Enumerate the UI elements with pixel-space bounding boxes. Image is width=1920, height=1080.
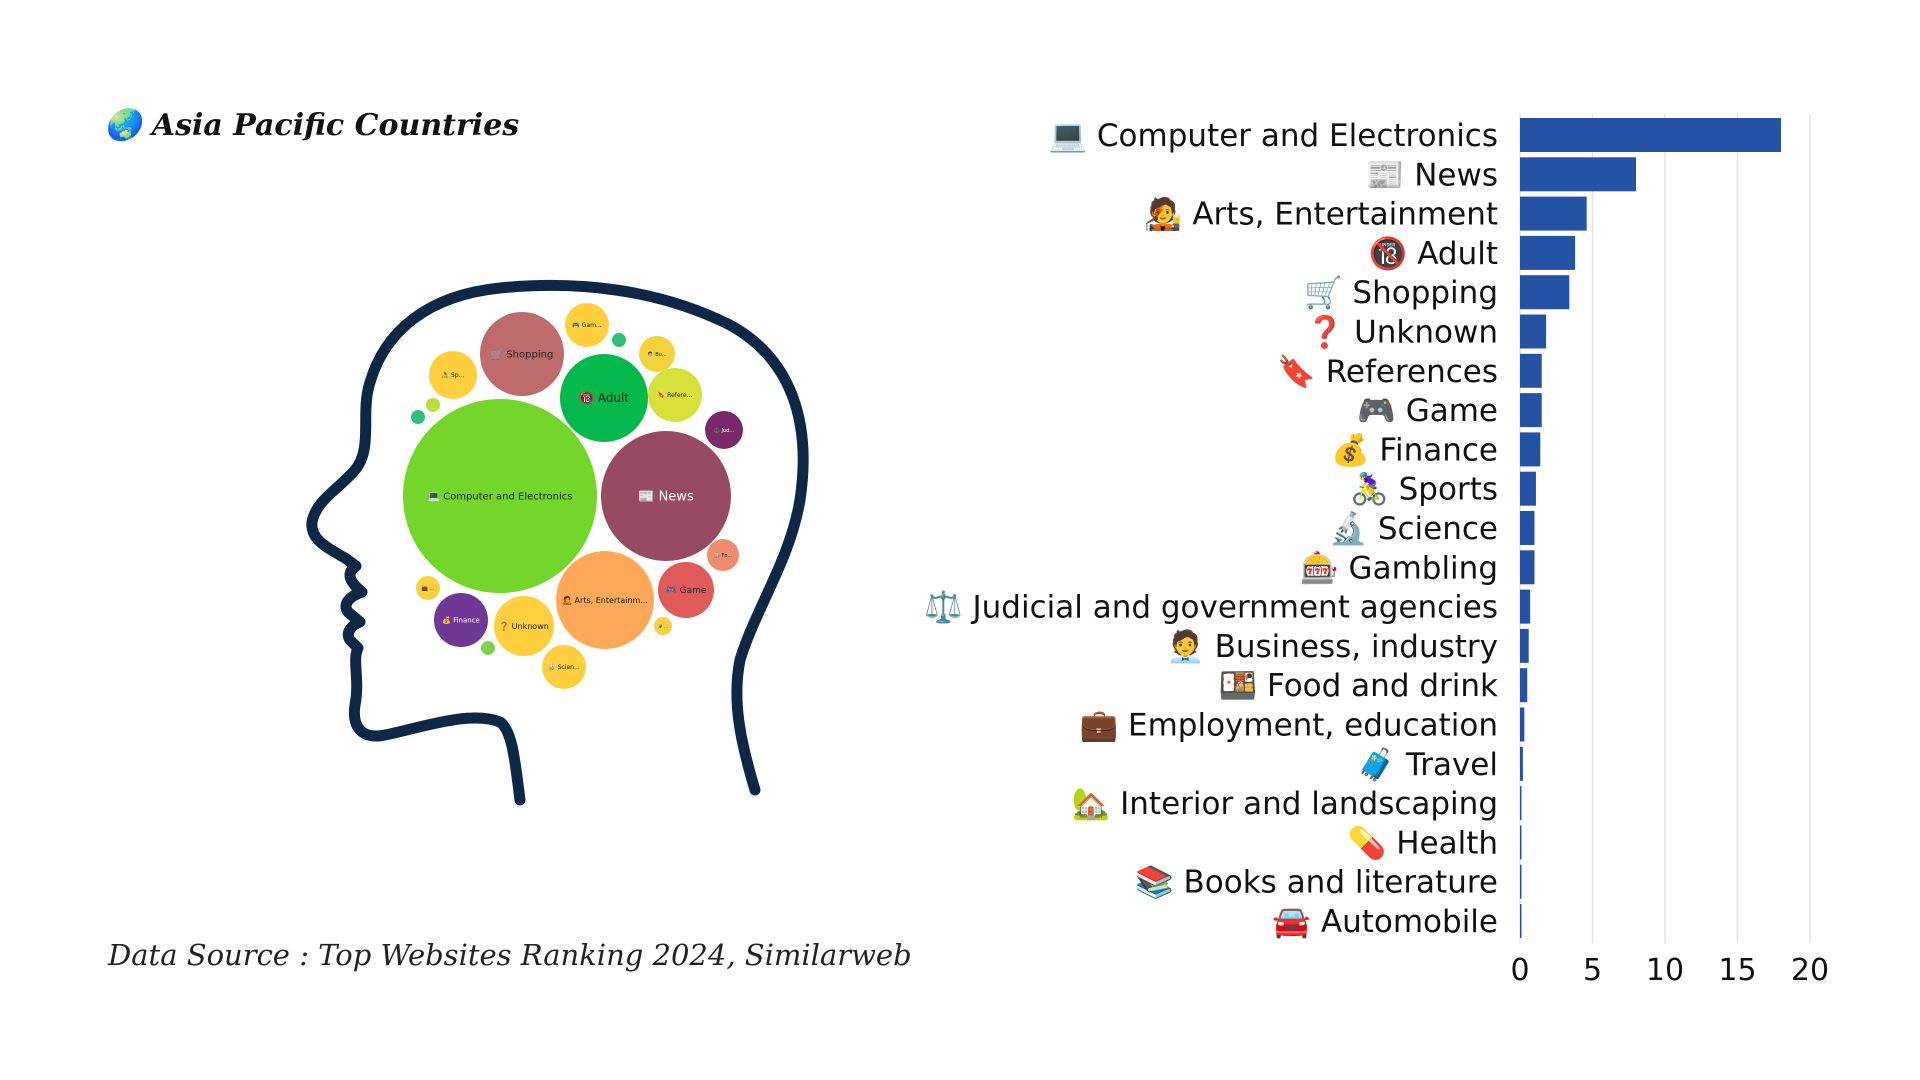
bubble <box>658 562 714 618</box>
category-label: 🔖 References <box>1277 353 1498 390</box>
bar <box>1520 393 1542 428</box>
bubble <box>542 645 586 689</box>
bubble-label: 🔬 Scien... <box>548 663 579 671</box>
bubble-label: 🎰 Fo... <box>714 552 733 559</box>
category-label: 📚 Books and literature <box>1135 865 1498 901</box>
bubble <box>654 617 672 635</box>
bar <box>1520 550 1535 585</box>
category-label: 💼 Employment, education <box>1080 708 1498 744</box>
category-label: ⚖️ Judicial and government agencies <box>924 589 1498 626</box>
bubble <box>481 641 495 655</box>
bubble-label: ⚖️ Jud... <box>714 427 735 434</box>
x-tick-label: 10 <box>1646 953 1684 988</box>
x-tick-label: 15 <box>1718 953 1756 988</box>
bar <box>1520 707 1525 742</box>
bar <box>1520 904 1522 938</box>
category-label: 🏡 Interior and landscaping <box>1072 786 1498 822</box>
bubble-label: 🧑‍🎤 Arts, Entertainm... <box>562 595 648 605</box>
bubble-label: 🛒 Shopping <box>491 348 554 361</box>
bar <box>1520 786 1522 821</box>
category-label: 📰 News <box>1366 157 1498 193</box>
bubble-layer: 💻 Computer and Electronics 📰 News 🧑‍🎤 Arts… <box>403 303 743 689</box>
head-outline <box>306 279 809 806</box>
bubble <box>556 551 654 649</box>
bubble-label: 💰 Finance <box>442 615 480 624</box>
bubble-label: 🚴‍♀️ Sp... <box>442 371 465 379</box>
category-label: 💻 Computer and Electronics <box>1048 118 1498 154</box>
category-label: 🧑‍🎤 Arts, Entertainment <box>1144 195 1498 233</box>
bar <box>1520 235 1576 270</box>
bar <box>1520 825 1522 860</box>
bar-layer <box>1520 118 1781 938</box>
bubble-label: ❓ Unknown <box>499 621 549 631</box>
bar <box>1520 511 1535 545</box>
bubble <box>601 431 731 561</box>
bar <box>1520 353 1542 388</box>
bar <box>1520 196 1587 231</box>
bubble-label: 🧳 ... <box>658 623 668 628</box>
bubble <box>705 411 743 449</box>
category-label: 🍱 Food and drink <box>1219 668 1499 704</box>
bar <box>1520 314 1547 349</box>
data-source-note: Data Source : Top Websites Ranking 2024,… <box>108 938 912 972</box>
x-tick-label: 20 <box>1791 953 1829 988</box>
bar <box>1520 118 1781 152</box>
bubble <box>426 398 440 412</box>
bubble <box>480 312 564 396</box>
bubble <box>565 303 609 347</box>
bubble <box>612 333 626 347</box>
category-label: 🎰 Gambling <box>1300 549 1498 586</box>
bubble-label: 🎮 Gam... <box>572 322 601 329</box>
category-label: 🚘 Automobile <box>1272 904 1498 940</box>
category-label: 💊 Health <box>1348 823 1498 861</box>
bubble <box>429 351 477 399</box>
category-label: 💰 Finance <box>1331 431 1498 468</box>
bubble-label: 💼 ... <box>422 586 435 592</box>
category-label-layer: 💻 Computer and Electronics📰 News🧑‍🎤 Arts… <box>924 118 1498 940</box>
bubble-label: 💻 Computer and Electronics <box>427 492 572 503</box>
x-tick-label: 0 <box>1510 953 1529 988</box>
bubble <box>434 593 488 647</box>
category-label: 🧑‍💼 Business, industry <box>1166 627 1498 665</box>
chart-title: 🌏 Asia Pacific Countries <box>104 108 520 143</box>
category-label: 🔬 Science <box>1329 509 1498 547</box>
category-label: 🛒 Shopping <box>1304 274 1498 311</box>
bar <box>1520 432 1541 467</box>
category-label: 🔞 Adult <box>1369 235 1498 272</box>
bar <box>1520 746 1523 781</box>
bubble <box>648 368 702 422</box>
bubble <box>411 410 425 424</box>
category-label: 🎮 Game <box>1357 393 1498 429</box>
bubble <box>639 336 675 372</box>
bubble-label: 🔞 Adult <box>579 391 629 405</box>
bar <box>1520 668 1528 703</box>
bar <box>1520 275 1570 310</box>
bar <box>1520 628 1529 663</box>
bubble <box>560 354 648 442</box>
x-tick-label: 5 <box>1583 953 1602 988</box>
bubble-label: 🎮 Game <box>666 586 707 596</box>
bar <box>1520 864 1522 899</box>
bubble <box>707 539 739 571</box>
bar <box>1520 471 1536 506</box>
category-label: ❓ Unknown <box>1306 314 1498 351</box>
category-label: 🚴‍♀️ Sports <box>1350 471 1498 508</box>
bar <box>1520 589 1531 624</box>
category-label: 🧳 Travel <box>1357 746 1498 783</box>
bubble <box>416 576 440 600</box>
tick-label-layer: 0 5 10 15 20 <box>1510 953 1829 988</box>
bubble-label: 🧑‍💼 Bu... <box>647 351 667 358</box>
bubble-label: 🔖 Refere... <box>658 391 693 399</box>
bubble-label: 📰 News <box>638 490 694 505</box>
bar <box>1520 157 1636 192</box>
bubble <box>403 399 597 593</box>
bubble <box>494 596 554 656</box>
